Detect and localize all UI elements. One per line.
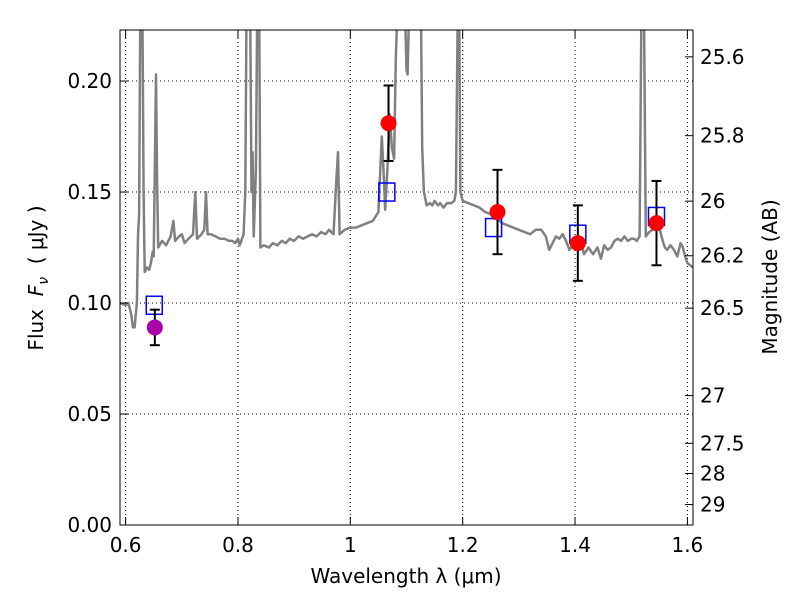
right-tick-label: 25.8 [700,124,745,148]
series-layer [120,30,693,329]
right-tick-label: 26 [700,189,725,213]
marker-layer [145,84,666,347]
x-tick-label: 1.6 [671,533,703,557]
y-tick-label: 0.20 [67,69,112,93]
right-tick-label: 25.6 [700,45,745,69]
observed-flux-point [489,204,506,221]
x-tick-label: 1 [344,533,357,557]
y-axis-label-subscript: ν [36,277,52,285]
y-tick-label: 0.00 [67,513,112,537]
x-tick-label: 0.6 [110,533,142,557]
right-axis-label: Magnitude (AB) [758,199,782,354]
right-tick-label: 29 [700,493,725,517]
observed-flux-point [146,319,163,336]
y-tick-label: 0.10 [67,291,112,315]
y-axis-label-prefix: Flux [24,296,48,350]
observed-flux-point [380,115,397,132]
right-tick-label: 26.2 [700,244,745,268]
right-tick-label: 27 [700,384,725,408]
right-tick-label: 26.5 [700,296,745,320]
right-tick-label: 28 [700,462,725,486]
y-tick-label: 0.15 [67,180,112,204]
x-tick-label: 1.4 [559,533,591,557]
y-axis-label: Flux Fν ( μJy ) [24,205,52,350]
y-axis-label-suffix: ( μJy ) [24,205,48,277]
x-tick-label: 0.8 [222,533,254,557]
axis-ticks: 0.6 0.8 1 1.2 1.4 1.6 0.00 0.05 0.10 0.15 0.20 25.6… [67,30,745,557]
observed-flux-point [648,215,665,232]
model-flux-square-marker [378,182,396,202]
right-tick-label: 27.5 [700,431,745,455]
plot-background [120,30,693,525]
x-axis-label: Wavelength λ (μm) [310,564,501,588]
y-axis-label-symbol: F [24,284,48,296]
spectrum-line [120,30,693,329]
observed-flux-point [569,235,586,252]
plot-frame [119,29,694,526]
grid-lines [120,30,693,526]
y-tick-label: 0.05 [67,402,112,426]
x-tick-label: 1.2 [447,533,479,557]
